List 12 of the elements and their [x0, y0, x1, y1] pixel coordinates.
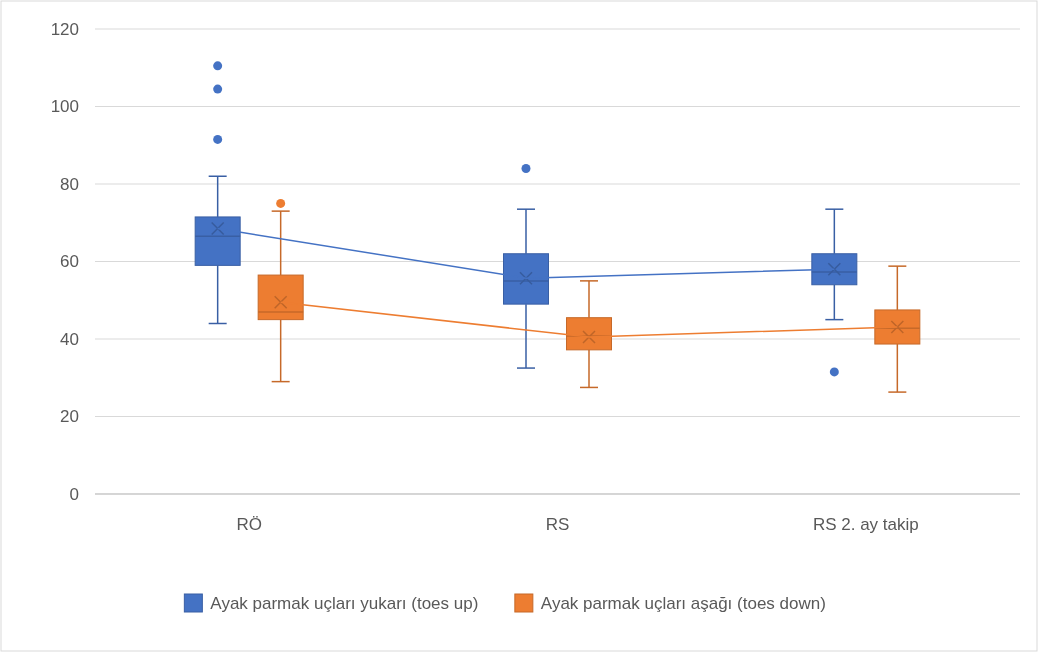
- x-tick-label: RÖ: [236, 515, 262, 534]
- y-tick-label: 80: [60, 174, 79, 194]
- x-tick-label: RS: [545, 515, 570, 534]
- y-tick-label: 120: [50, 19, 79, 39]
- y-tick-label: 0: [69, 484, 79, 504]
- y-tick-label: 100: [50, 97, 79, 117]
- legend-label: Ayak parmak uçları yukarı (toes up): [210, 593, 479, 613]
- y-tick-label: 20: [60, 407, 79, 427]
- legend-label: Ayak parmak uçları aşağı (toes down): [540, 593, 826, 613]
- y-tick-label: 40: [60, 329, 79, 349]
- x-tick-label: RS 2. ay takip: [812, 515, 919, 534]
- y-tick-label: 60: [60, 252, 79, 272]
